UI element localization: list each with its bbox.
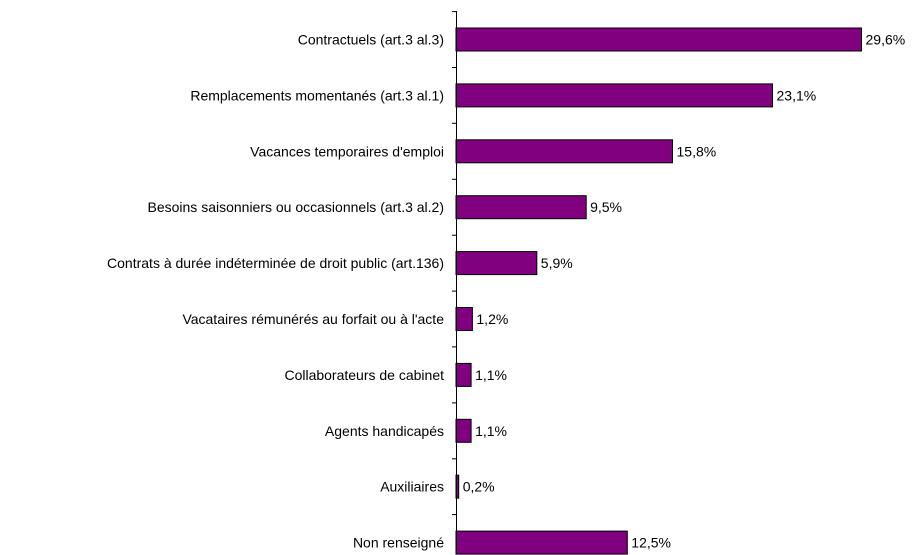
category-label: Besoins saisonniers ou occasionnels (art… — [148, 199, 445, 215]
bar — [455, 27, 862, 52]
bars-layer — [455, 27, 862, 555]
bar — [455, 362, 472, 387]
bar — [455, 83, 773, 108]
bar — [455, 307, 473, 331]
category-label: Vacances temporaires d'emploi — [250, 143, 444, 159]
value-label: 1,1% — [475, 367, 507, 383]
value-label: 5,9% — [541, 255, 573, 271]
value-label: 1,2% — [476, 311, 508, 327]
value-label: 29,6% — [866, 32, 906, 48]
category-labels: Contractuels (art.3 al.3) Remplacements m… — [107, 32, 444, 551]
bar — [455, 195, 587, 220]
bar — [455, 139, 673, 164]
value-label: 9,5% — [590, 199, 622, 215]
value-label: 23,1% — [777, 87, 817, 103]
value-labels: 29,6% 23,1% 15,8% 9,5% 5,9% 1,2% 1,1% 1,1% 0,2% 1… — [463, 32, 906, 551]
bar — [455, 251, 538, 276]
bar — [455, 530, 628, 555]
value-label: 15,8% — [677, 143, 717, 159]
value-label: 1,1% — [475, 423, 507, 439]
category-label: Vacataires rémunérés au forfait ou à l'a… — [182, 311, 444, 327]
value-label: 0,2% — [463, 479, 495, 495]
value-label: 12,5% — [631, 535, 671, 551]
category-label: Auxiliaires — [380, 479, 444, 495]
bar — [455, 418, 472, 443]
category-label: Non renseigné — [353, 535, 444, 551]
category-label: Agents handicapés — [325, 423, 444, 439]
category-label: Contractuels (art.3 al.3) — [298, 32, 444, 48]
category-label: Contrats à durée indéterminée de droit p… — [107, 255, 444, 271]
category-label: Remplacements momentanés (art.3 al.1) — [190, 87, 444, 103]
axis-layer — [452, 11, 457, 551]
category-label: Collaborateurs de cabinet — [284, 367, 444, 383]
